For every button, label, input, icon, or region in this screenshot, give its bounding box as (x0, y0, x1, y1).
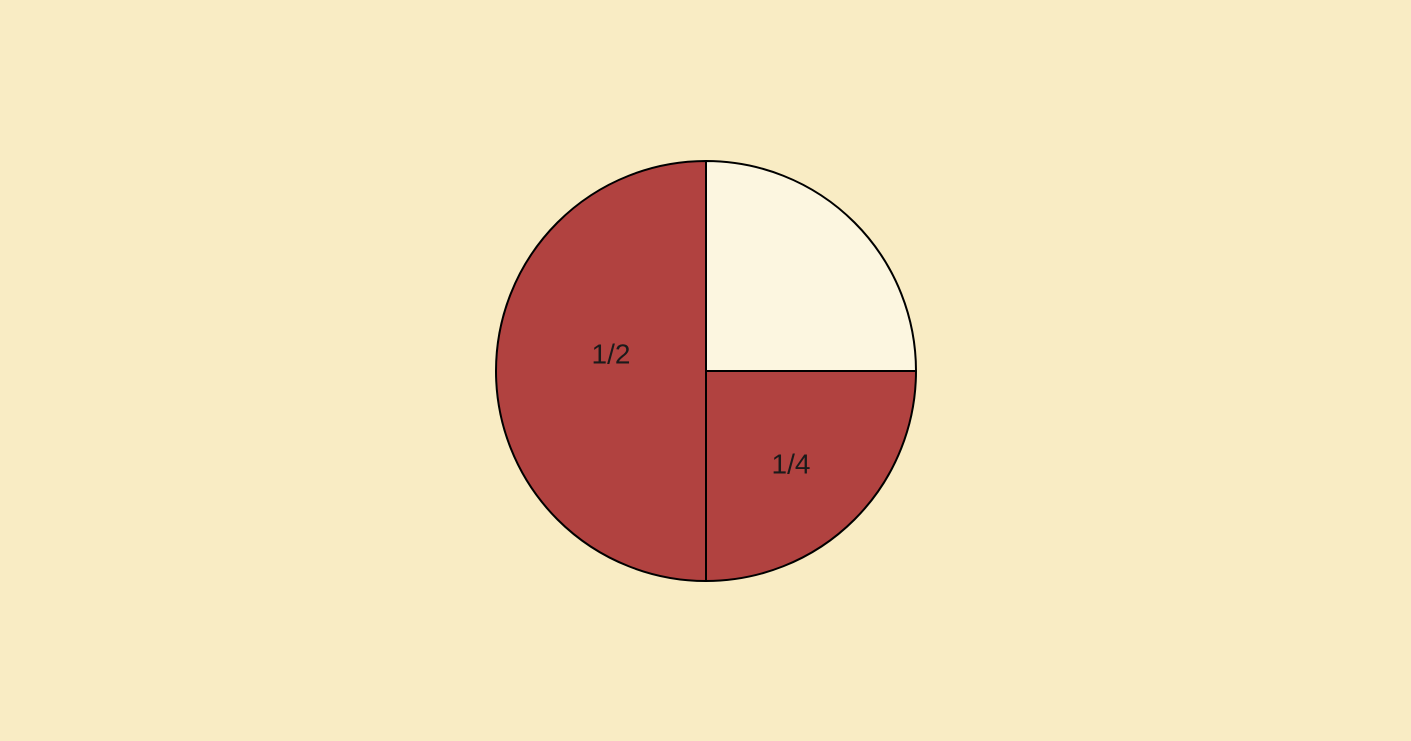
pie-slice-label: 1/2 (591, 338, 630, 369)
pie-slice (706, 161, 916, 371)
pie-chart-svg: 1/2 1/4 (494, 159, 918, 583)
pie-chart-container: 1/2 1/4 (494, 159, 918, 583)
pie-slice-label: 1/4 (771, 448, 810, 479)
pie-slice (496, 161, 706, 581)
pie-slice (706, 371, 916, 581)
